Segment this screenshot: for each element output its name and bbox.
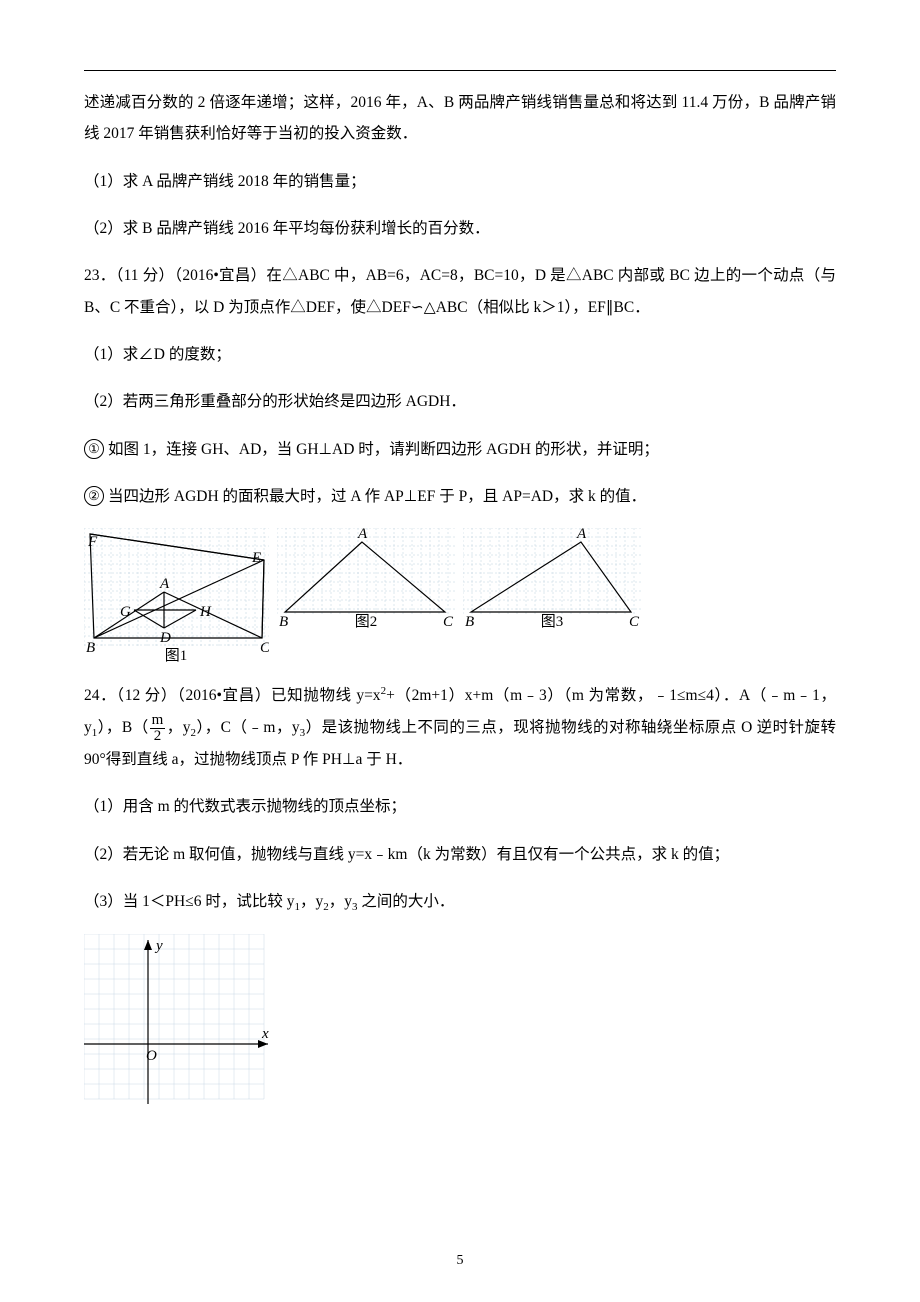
q24-part2: （2）若无论 m 取何值，抛物线与直线 y=x﹣km（k 为常数）有且仅有一个公… — [84, 839, 836, 871]
q22-part2: （2）求 B 品牌产销线 2016 年平均每份获利增长的百分数． — [84, 213, 836, 245]
top-rule — [84, 70, 836, 71]
grid — [463, 528, 641, 614]
q24-3c: ，y — [329, 893, 352, 910]
q24-d: ，y — [166, 719, 190, 736]
q23-part1: （1）求∠D 的度数； — [84, 339, 836, 371]
label-E: E — [251, 550, 261, 566]
caption-3: 图3 — [541, 613, 564, 628]
label-A: A — [357, 528, 368, 542]
label-C: C — [629, 614, 640, 628]
tri-FBC — [90, 534, 264, 638]
arrow-y-icon — [144, 940, 152, 950]
frac-den: 2 — [150, 729, 166, 744]
figure-1: F E A G H D B C 图1 — [84, 528, 269, 664]
caption-2: 图2 — [355, 613, 378, 628]
carryover-text: 述递减百分数的 2 倍逐年递增；这样，2016 年，A、B 两品牌产销线销售量总… — [84, 87, 836, 151]
label-C: C — [443, 614, 454, 628]
seg-FE — [90, 534, 264, 560]
label-C: C — [260, 640, 269, 656]
q23-part2a: ①如图 1，连接 GH、AD，当 GH⊥AD 时，请判断四边形 AGDH 的形状… — [84, 434, 836, 466]
page: 述递减百分数的 2 倍逐年递增；这样，2016 年，A、B 两品牌产销线销售量总… — [0, 0, 920, 1302]
q24-e: ），C（﹣m，y — [196, 719, 300, 736]
q23-2b-text: 当四边形 AGDH 的面积最大时，过 A 作 AP⊥EF 于 P，且 AP=AD… — [108, 488, 646, 505]
label-B: B — [279, 614, 288, 628]
caption-1: 图1 — [165, 647, 188, 664]
label-H: H — [199, 604, 212, 620]
label-A: A — [576, 528, 587, 542]
q24-part1: （1）用含 m 的代数式表示抛物线的顶点坐标； — [84, 791, 836, 823]
seg-AC — [164, 592, 262, 638]
label-G: G — [120, 604, 131, 620]
label-F: F — [87, 534, 98, 550]
q24-a: 24．（12 分）（2016•宜昌）已知抛物线 y=x — [84, 687, 381, 704]
figure-3: A B C 图3 — [463, 528, 641, 628]
frac-num: m — [150, 713, 166, 729]
label-B: B — [465, 614, 474, 628]
q24-part3: （3）当 1＜PH≤6 时，试比较 y1，y2，y3 之间的大小． — [84, 886, 836, 919]
q23-figures: F E A G H D B C 图1 A B C 图2 A B C 图3 — [84, 528, 836, 664]
circled-2-icon: ② — [84, 486, 104, 506]
q23-2a-text: 如图 1，连接 GH、AD，当 GH⊥AD 时，请判断四边形 AGDH 的形状，… — [108, 441, 659, 458]
q23-part2b: ②当四边形 AGDH 的面积最大时，过 A 作 AP⊥EF 于 P，且 AP=A… — [84, 481, 836, 513]
label-D: D — [159, 630, 171, 646]
label-O: O — [146, 1048, 157, 1064]
q23-heading: 23．（11 分）（2016•宜昌）在△ABC 中，AB=6，AC=8，BC=1… — [84, 260, 836, 324]
seg-EC — [262, 560, 264, 638]
circled-1-icon: ① — [84, 439, 104, 459]
label-x: x — [261, 1026, 269, 1042]
frac-m-2: m2 — [150, 713, 166, 744]
q24-axes: y x O — [84, 934, 836, 1116]
q23-part2: （2）若两三角形重叠部分的形状始终是四边形 AGDH． — [84, 386, 836, 418]
seg-DH — [164, 610, 196, 628]
label-A: A — [159, 576, 170, 592]
grid — [84, 934, 264, 1099]
q24-3d: 之间的大小． — [357, 893, 454, 910]
figure-2: A B C 图2 — [277, 528, 455, 628]
q24-c: ），B（ — [97, 719, 148, 736]
label-y: y — [154, 938, 163, 954]
page-number: 5 — [0, 1247, 920, 1276]
q24-heading: 24．（12 分）（2016•宜昌）已知抛物线 y=x2+（2m+1）x+m（m… — [84, 680, 836, 776]
q22-part1: （1）求 A 品牌产销线 2018 年的销售量； — [84, 166, 836, 198]
label-B: B — [86, 640, 95, 656]
q24-3a: （3）当 1＜PH≤6 时，试比较 y — [84, 893, 294, 910]
q24-3b: ，y — [300, 893, 323, 910]
